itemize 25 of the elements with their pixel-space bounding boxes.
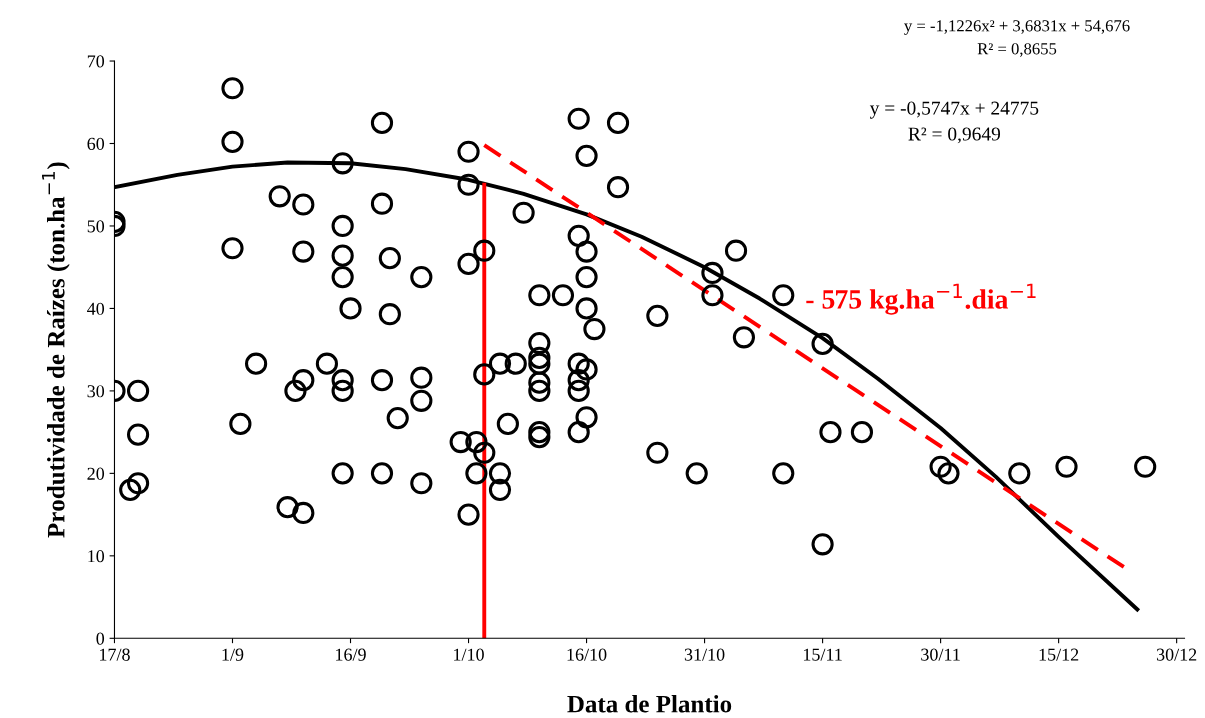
y-tick-label: 0: [96, 632, 105, 645]
annotation: y = -0,5747x + 24775: [869, 101, 1039, 119]
x-tick-label: 30/11: [921, 648, 960, 661]
x-tick-label: 30/12: [1156, 648, 1197, 661]
x-tick-label: 15/12: [1039, 648, 1079, 661]
x-tick-label: 16/9: [336, 648, 366, 661]
y-axis-title: Produtividade de Raízes (ton.ha$^{−1}$): [42, 162, 70, 538]
annotation: R² = 0,9649: [908, 127, 1001, 144]
y-tick-label: 60: [87, 137, 105, 150]
y-tick-label: 70: [87, 55, 105, 68]
text: y = -1,1226x² + 3,6831x + 54,676: [904, 20, 1130, 35]
x-tick-label: 31/10: [684, 648, 725, 661]
x-tick-label: 15/11: [803, 648, 842, 661]
y-tick-label: 10: [88, 550, 105, 563]
y-tick-label: 40: [87, 302, 105, 315]
x-tick-label: 16/10: [567, 648, 607, 661]
x-tick-label: 1/9: [222, 648, 244, 661]
text: R² = 0,8655: [977, 43, 1057, 57]
annotation: - 575 kg.ha$^{−1}$.dia$^{−1}$: [806, 283, 1036, 315]
y-tick-label: 30: [87, 385, 105, 398]
x-axis-title: Data de Plantio: [567, 694, 732, 713]
x-tick-label: 1/10: [454, 648, 484, 661]
x-tick-label: 17/8: [100, 648, 130, 661]
y-tick-label: 50: [87, 220, 105, 233]
y-tick-label: 20: [87, 467, 105, 480]
